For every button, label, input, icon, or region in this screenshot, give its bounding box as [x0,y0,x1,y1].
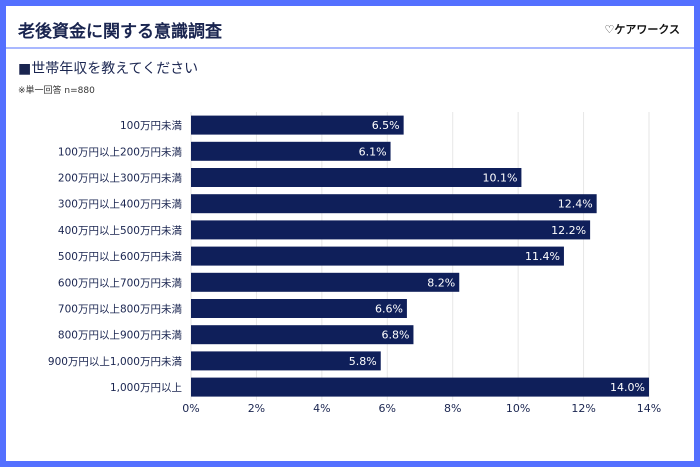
category-label: 100万円以上200万円未満 [58,146,183,158]
bar [191,246,564,266]
category-label: 900万円以上1,000万円未満 [48,356,183,368]
bar [191,168,522,187]
category-label: 700万円以上800万円未満 [58,304,183,316]
data-label: 10.1% [482,172,517,185]
category-label: 300万円以上400万円未満 [58,199,183,211]
bar [191,325,414,345]
bar [191,351,381,371]
data-label: 14.0% [610,381,645,394]
data-label: 8.2% [427,276,455,289]
category-label: 800万円以上900万円未満 [58,330,183,342]
sample-note: ※単一回答 n=880 [18,86,95,96]
bar [191,115,404,135]
category-label: 600万円以上700万円未満 [58,277,183,289]
bar [191,141,391,161]
page-title: 老後資金に関する意識調査 [18,22,222,42]
logo: ♡ケアワークス [604,23,680,36]
x-tick-label: 2% [248,402,265,415]
data-label: 5.8% [349,355,377,368]
x-tick-label: 8% [444,402,461,415]
x-tick-label: 14% [637,402,661,415]
bar [191,299,407,318]
bar [191,194,597,214]
category-label: 500万円以上600万円未満 [58,251,183,263]
data-label: 6.6% [375,303,403,316]
category-label: 400万円以上500万円未満 [58,225,183,237]
data-label: 11.4% [525,250,560,263]
data-label: 12.4% [558,198,593,211]
data-label: 12.2% [551,224,586,237]
bar [191,377,649,397]
data-label: 6.5% [372,119,400,132]
bar [191,272,460,292]
category-label: 100万円未満 [120,120,183,132]
header: 老後資金に関する意識調査 ♡ケアワークス [6,6,694,49]
data-label: 6.8% [382,329,410,342]
question-title: ■世帯年収を教えてください [18,61,199,77]
category-label: 200万円以上300万円未満 [58,173,183,185]
category-label: 1,000万円以上 [110,382,182,394]
bar [191,220,591,240]
x-tick-label: 6% [379,402,396,415]
x-tick-label: 0% [182,402,199,415]
x-tick-label: 12% [571,402,595,415]
data-label: 6.1% [359,145,387,158]
x-tick-label: 4% [313,402,330,415]
x-tick-label: 10% [506,402,530,415]
